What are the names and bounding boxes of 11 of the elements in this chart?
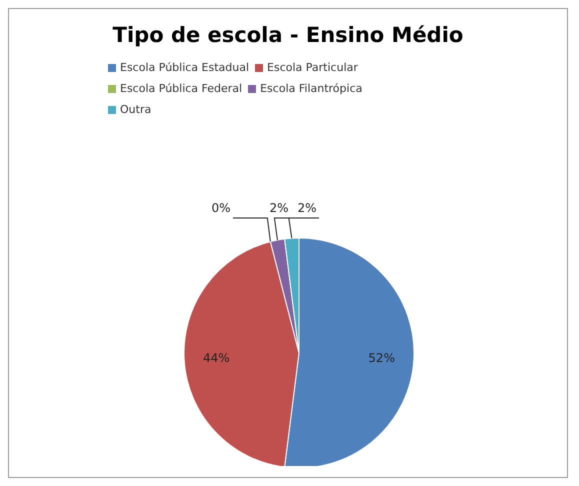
text: 0% [211,201,231,215]
legend-label: Escola Pública Federal [120,82,242,95]
data-label: 2% [297,201,317,215]
chart-title: Tipo de escola - Ensino Médio [112,23,464,47]
legend-label: Escola Filantrópica [260,82,362,95]
data-label: 44% [203,351,230,366]
data-label: 2% [269,201,289,215]
data-label: 52% [368,351,395,366]
legend-label: Outra [120,103,152,116]
legend-label: Escola Pública Estadual [120,61,250,74]
legend-label: Escola Particular [267,61,358,74]
